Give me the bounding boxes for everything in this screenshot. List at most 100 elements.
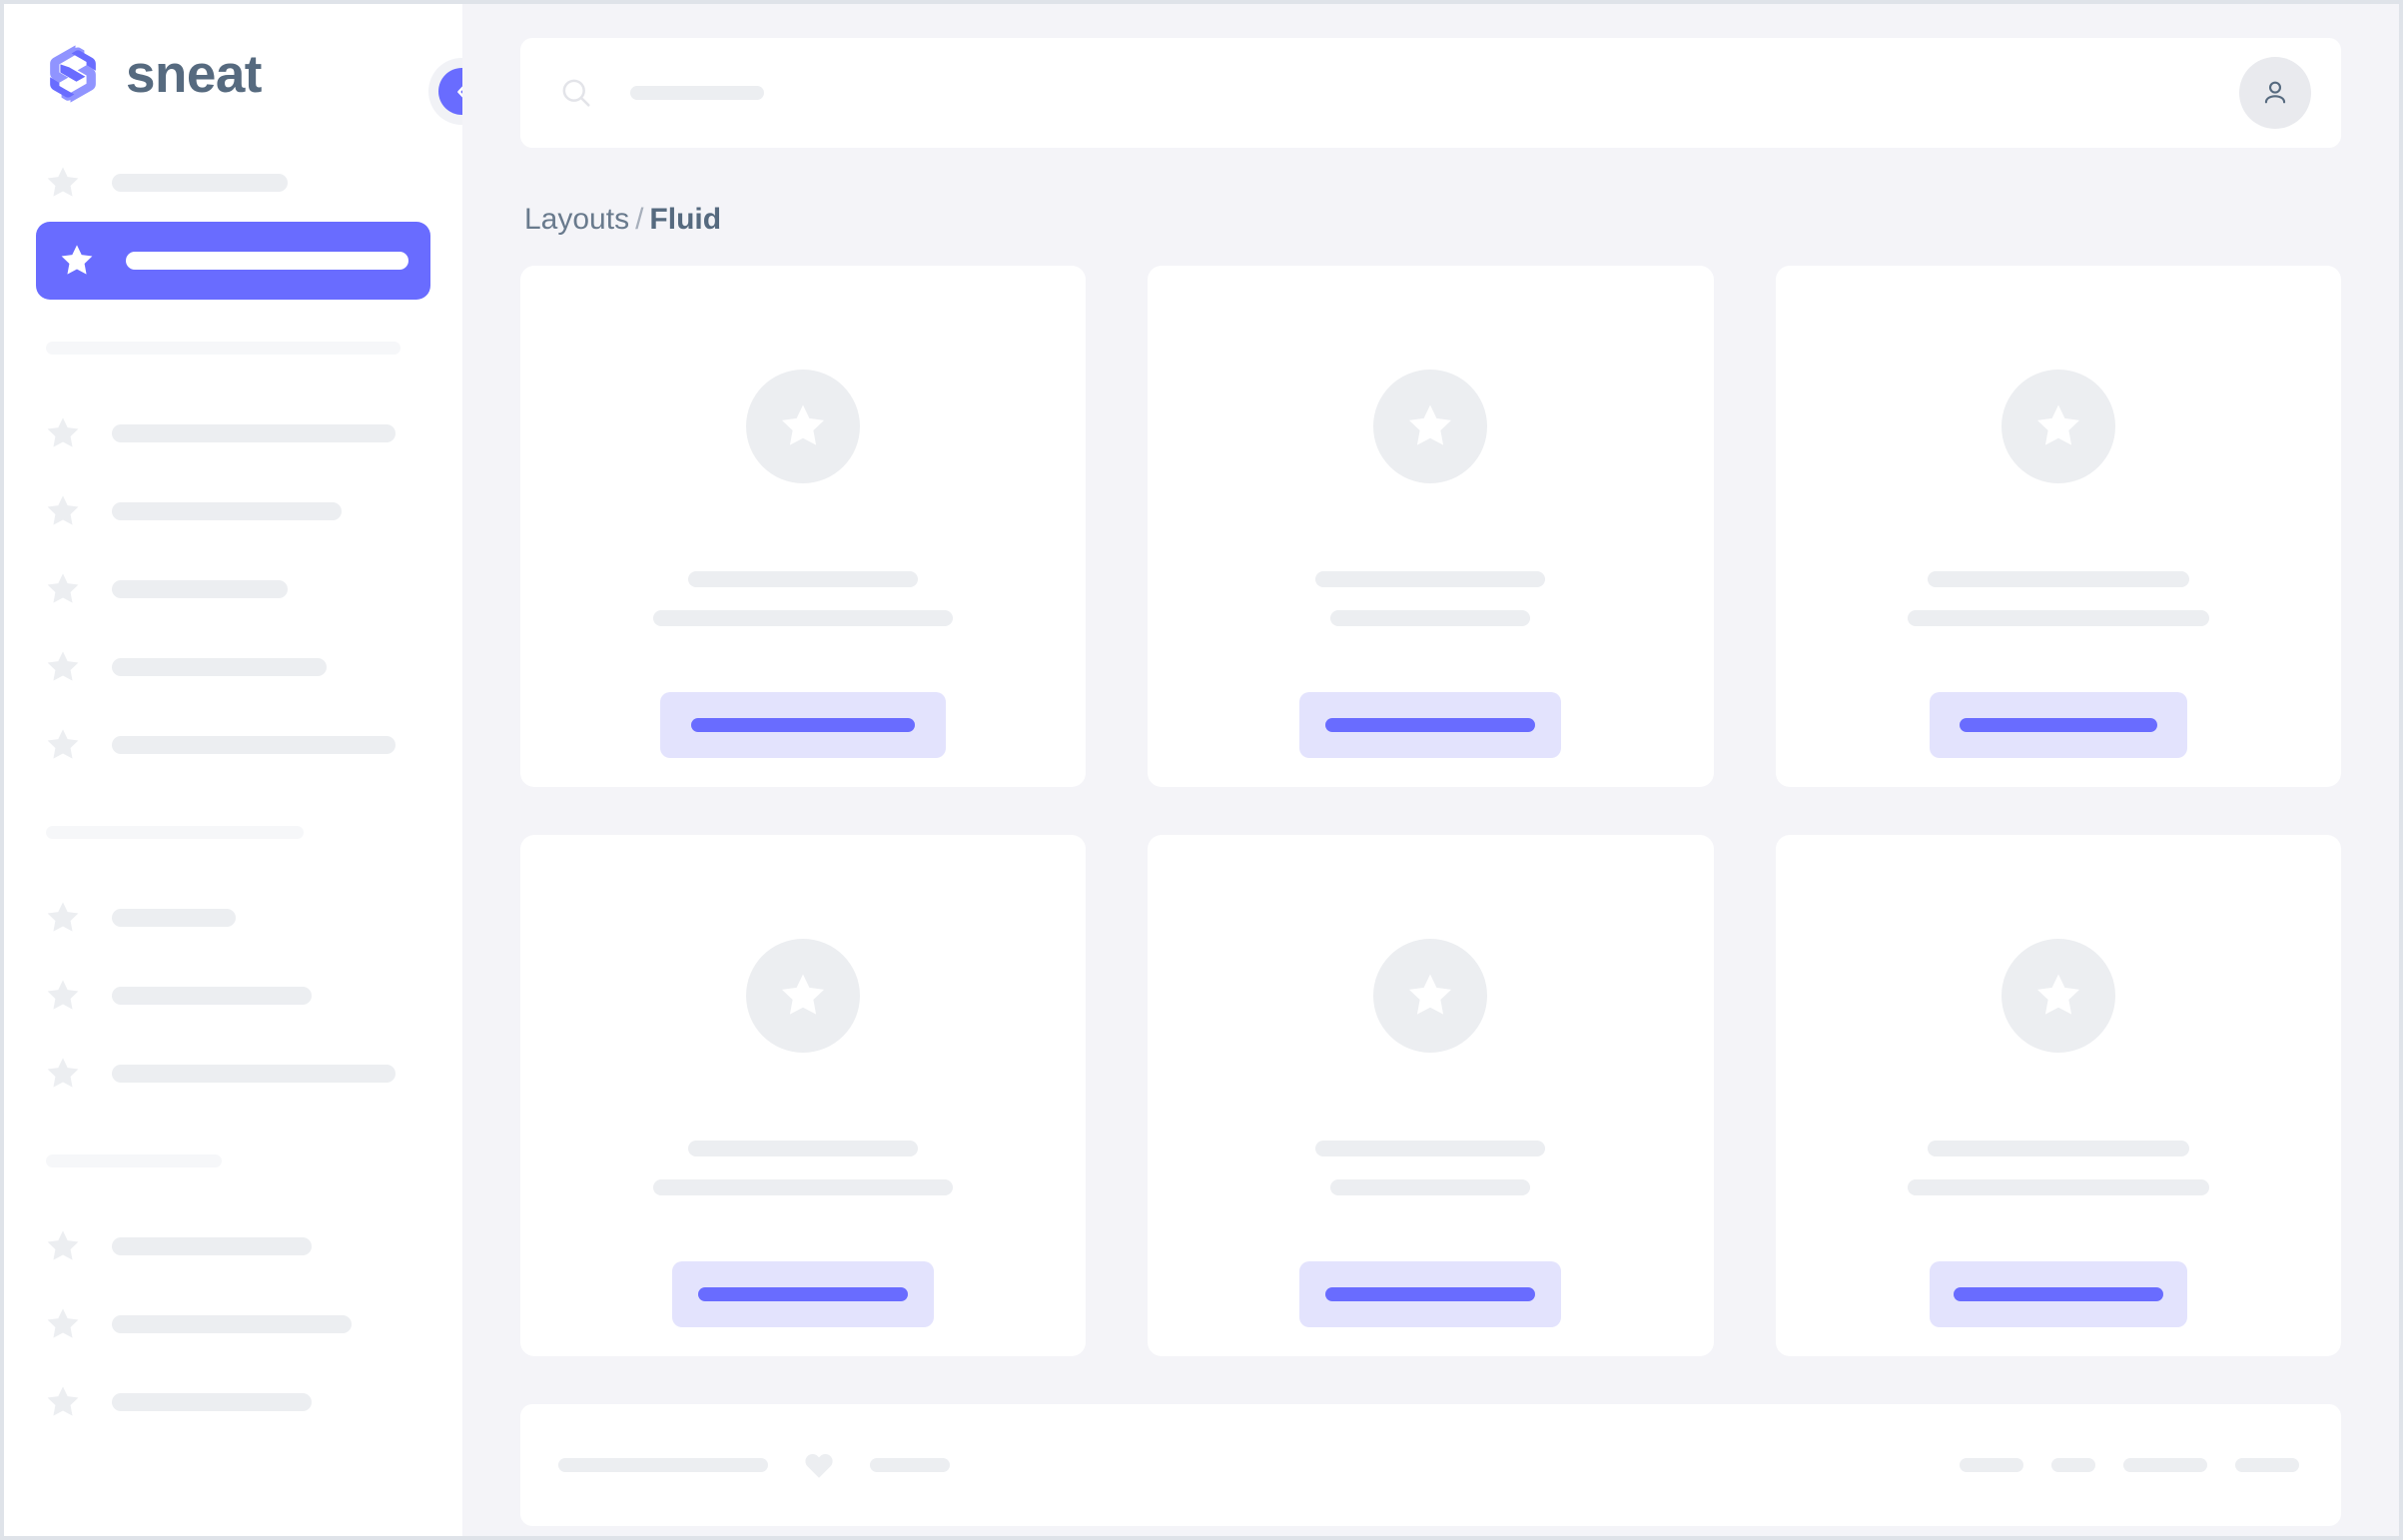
card-subtitle-bar — [1330, 1179, 1531, 1195]
content-card — [1148, 266, 1714, 787]
sidebar-item-label-bar — [112, 909, 236, 927]
breadcrumb-parent[interactable]: Layouts — [524, 203, 630, 236]
card-action-button[interactable] — [1299, 1261, 1562, 1327]
brand-name: sneat — [126, 44, 262, 104]
top-navbar — [520, 38, 2341, 148]
sidebar-item[interactable] — [40, 1035, 426, 1113]
footer-link-bar[interactable] — [2123, 1458, 2207, 1472]
chevron-left-icon — [438, 68, 462, 115]
card-action-button-label-bar — [1325, 718, 1536, 732]
star-icon — [746, 939, 861, 1053]
star-icon — [44, 492, 82, 530]
sidebar-item[interactable] — [40, 879, 426, 957]
sidebar-item[interactable] — [40, 1363, 426, 1441]
star-icon — [746, 370, 861, 483]
card-action-button-label-bar — [1325, 1287, 1536, 1301]
footer-link-bar[interactable] — [2235, 1458, 2299, 1472]
card-action-button[interactable] — [1929, 692, 2187, 758]
card-action-button-label-bar — [1959, 718, 2157, 732]
card-action-button-label-bar — [691, 718, 916, 732]
sidebar-item[interactable] — [40, 394, 426, 472]
footer-text-bar — [558, 1458, 768, 1472]
star-icon — [44, 726, 82, 764]
footer — [520, 1404, 2341, 1526]
sneat-logo-icon — [42, 43, 104, 105]
content-card — [1148, 835, 1714, 1356]
footer-left — [558, 1448, 950, 1482]
card-action-button[interactable] — [1299, 692, 1562, 758]
card-title-bar — [688, 571, 919, 587]
star-icon — [1373, 939, 1488, 1053]
sidebar-item[interactable] — [40, 957, 426, 1035]
card-grid — [520, 266, 2341, 1356]
star-icon — [44, 414, 82, 452]
card-action-button-label-bar — [1953, 1287, 2163, 1301]
sidebar-item[interactable] — [40, 472, 426, 550]
card-action-button[interactable] — [660, 692, 947, 758]
sidebar-item-label-bar — [126, 252, 408, 270]
star-icon — [2001, 939, 2115, 1053]
footer-credit-bar — [870, 1458, 950, 1472]
sidebar-item-label-bar — [112, 736, 396, 754]
star-icon — [44, 1227, 82, 1265]
footer-links — [1960, 1458, 2299, 1472]
star-icon — [2001, 370, 2115, 483]
sidebar-divider — [46, 342, 400, 355]
content-card — [1775, 835, 2341, 1356]
sidebar-item[interactable] — [40, 1207, 426, 1285]
card-subtitle-bar — [1330, 610, 1531, 626]
card-title-bar — [1927, 571, 2189, 587]
content-card — [520, 835, 1087, 1356]
breadcrumb-separator: / — [635, 203, 644, 236]
search-input[interactable] — [558, 75, 2239, 111]
sidebar-item-label-bar — [112, 174, 288, 192]
card-action-button[interactable] — [1929, 1261, 2187, 1327]
card-title-bar — [688, 1141, 919, 1156]
heart-icon — [802, 1448, 836, 1482]
sidebar-item-label-bar — [112, 424, 396, 442]
footer-link-bar[interactable] — [1960, 1458, 2023, 1472]
avatar[interactable] — [2239, 57, 2311, 129]
footer-link-bar[interactable] — [2051, 1458, 2095, 1472]
star-icon — [44, 164, 82, 202]
star-icon — [44, 1383, 82, 1421]
star-icon — [44, 1055, 82, 1093]
sidebar-item[interactable] — [40, 706, 426, 784]
card-title-bar — [1927, 1141, 2189, 1156]
sidebar-divider — [46, 1155, 222, 1167]
star-icon — [44, 648, 82, 686]
sidebar-nav — [4, 144, 462, 1441]
sidebar-item-active[interactable] — [36, 222, 430, 300]
sidebar-item-label-bar — [112, 658, 327, 676]
content-area: Layouts / Fluid — [462, 4, 2399, 1536]
star-icon — [44, 570, 82, 608]
sidebar-divider — [46, 826, 304, 839]
card-action-button-label-bar — [698, 1287, 909, 1301]
card-subtitle-bar — [1907, 610, 2209, 626]
sidebar-item[interactable] — [40, 1285, 426, 1363]
user-icon — [2258, 76, 2292, 110]
sidebar-item-label-bar — [112, 987, 312, 1005]
sidebar-item[interactable] — [40, 550, 426, 628]
star-icon — [1373, 370, 1488, 483]
sidebar-item-label-bar — [112, 580, 288, 598]
brand[interactable]: sneat — [4, 4, 462, 144]
card-action-button[interactable] — [672, 1261, 935, 1327]
sidebar-item-label-bar — [112, 1315, 352, 1333]
breadcrumb-current: Fluid — [649, 203, 722, 236]
card-title-bar — [1315, 571, 1546, 587]
sidebar-item-label-bar — [112, 1237, 312, 1255]
star-icon — [58, 242, 96, 280]
card-subtitle-bar — [653, 1179, 954, 1195]
sidebar-item[interactable] — [40, 628, 426, 706]
sidebar-item-label-bar — [112, 502, 342, 520]
card-subtitle-bar — [653, 610, 954, 626]
sidebar-item-label-bar — [112, 1065, 396, 1083]
card-subtitle-bar — [1907, 1179, 2209, 1195]
breadcrumb: Layouts / Fluid — [524, 202, 2341, 238]
sidebar-item[interactable] — [40, 144, 426, 222]
sidebar-item-label-bar — [112, 1393, 312, 1411]
search-placeholder-bar — [630, 86, 764, 100]
content-card — [520, 266, 1087, 787]
